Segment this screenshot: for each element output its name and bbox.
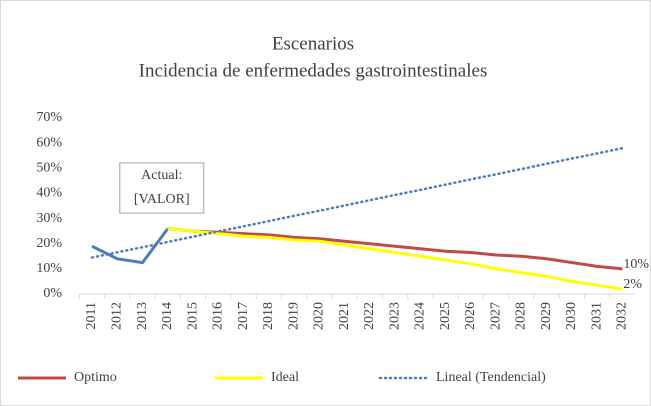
y-tick-label: 60% <box>36 135 62 150</box>
x-tick-label: 2015 <box>185 302 200 330</box>
y-tick-label: 10% <box>36 261 62 276</box>
data-label: 2% <box>623 277 642 292</box>
annotation-text: Actual: <box>141 168 182 183</box>
x-tick-label: 2018 <box>261 302 276 330</box>
x-tick-label: 2027 <box>488 302 503 330</box>
x-tick-label: 2025 <box>438 302 453 330</box>
x-tick-label: 2031 <box>589 302 604 330</box>
x-tick-label: 2021 <box>337 302 352 330</box>
legend-label: Ideal <box>271 370 299 385</box>
y-tick-label: 30% <box>36 211 62 226</box>
y-tick-label: 50% <box>36 161 62 176</box>
annotation-text: [VALOR] <box>134 192 190 207</box>
line-series <box>167 227 623 291</box>
data-label: 10% <box>623 257 649 272</box>
chart-title: Incidencia de enfermedades gastrointesti… <box>139 60 488 81</box>
x-tick-label: 2013 <box>135 302 150 330</box>
x-tick-label: 2017 <box>236 302 251 330</box>
x-tick-label: 2011 <box>84 302 99 329</box>
x-tick-label: 2022 <box>362 302 377 330</box>
x-tick-label: 2030 <box>564 302 579 330</box>
x-tick-label: 2028 <box>514 302 529 330</box>
y-tick-label: 70% <box>36 110 62 125</box>
x-tick-label: 2019 <box>286 302 301 330</box>
x-tick-label: 2029 <box>539 302 554 330</box>
x-tick-label: 2020 <box>312 302 327 330</box>
line-series <box>90 146 624 259</box>
chart-title: Escenarios <box>272 33 354 54</box>
y-tick-label: 0% <box>43 286 62 301</box>
annotation-box <box>119 162 205 214</box>
line-series <box>167 227 623 271</box>
legend-label: Optimo <box>74 370 117 385</box>
x-tick-label: 2014 <box>160 302 175 330</box>
x-tick-label: 2024 <box>413 302 428 330</box>
x-tick-label: 2023 <box>387 302 402 330</box>
x-tick-label: 2012 <box>110 302 125 330</box>
legend-label: Lineal (Tendencial) <box>436 370 546 385</box>
x-tick-label: 2032 <box>615 302 630 330</box>
y-tick-label: 40% <box>36 186 62 201</box>
x-tick-label: 2026 <box>463 302 478 330</box>
x-tick-label: 2016 <box>211 302 226 330</box>
y-tick-label: 20% <box>36 236 62 251</box>
